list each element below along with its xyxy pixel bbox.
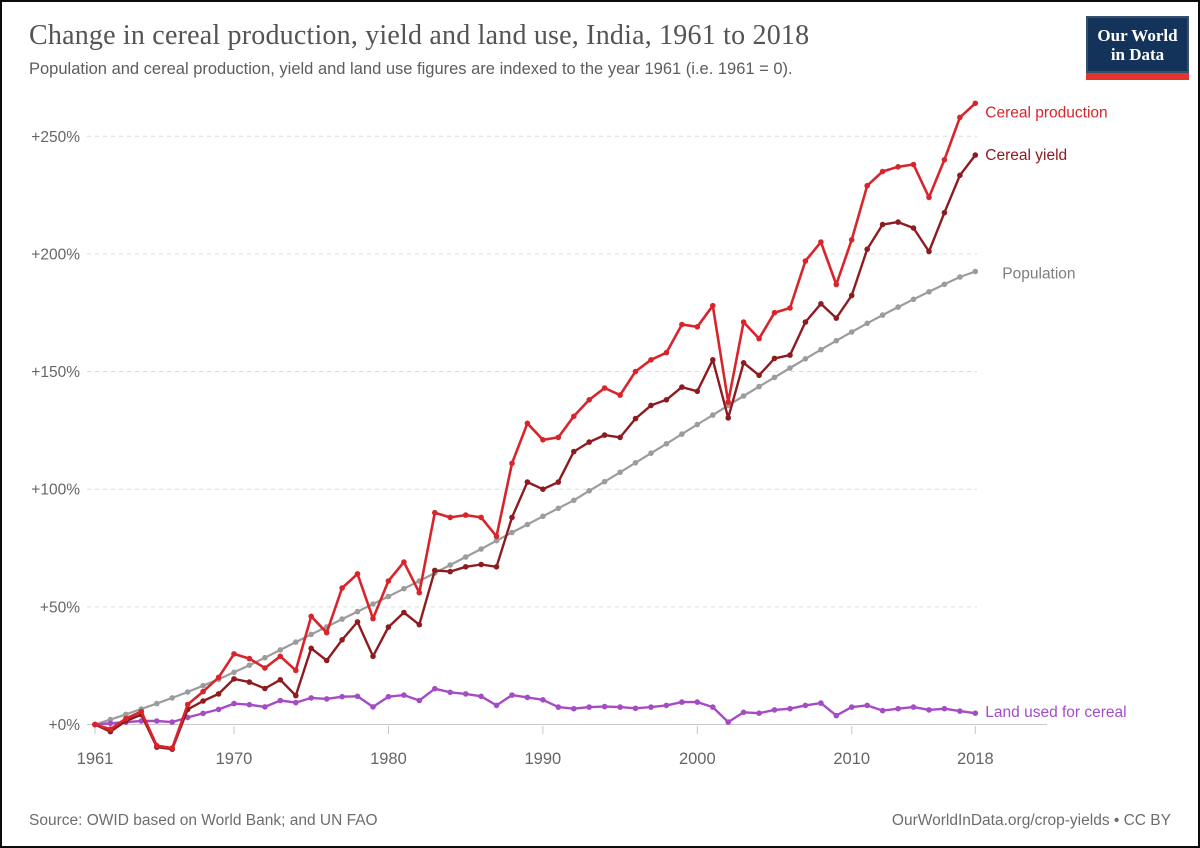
series-population-label[interactable]: Population bbox=[1002, 266, 1075, 283]
y-axis-label-150: +150% bbox=[31, 364, 80, 381]
owid-logo-box: Our World in Data bbox=[1086, 16, 1189, 73]
x-axis-label-1961: 1961 bbox=[77, 750, 114, 768]
series-cereal-production-points[interactable] bbox=[92, 100, 979, 751]
owid-logo-line1: Our World bbox=[1097, 25, 1178, 45]
y-axis-label-0: +0% bbox=[49, 717, 81, 734]
owid-url-link[interactable]: OurWorldInData.org/crop-yields bbox=[891, 812, 1110, 829]
owid-logo-line2: in Data bbox=[1110, 44, 1165, 64]
y-axis-label-50: +50% bbox=[40, 599, 80, 616]
series-cereal-production-label[interactable]: Cereal production bbox=[985, 104, 1107, 121]
page-subtitle: Population and cereal production, yield … bbox=[29, 60, 793, 78]
x-axis-label-2000: 2000 bbox=[679, 750, 716, 768]
series-land-used-for-cereal-line[interactable] bbox=[93, 687, 977, 726]
y-axis-label-250: +250% bbox=[31, 129, 80, 146]
footer: Source: OWID based on World Bank; and UN… bbox=[2, 806, 1198, 836]
series-land-used-for-cereal-points[interactable] bbox=[92, 685, 979, 728]
x-axis-label-1970: 1970 bbox=[216, 750, 253, 768]
license-note: • CC BY bbox=[1109, 812, 1171, 829]
series-population-line[interactable] bbox=[93, 270, 977, 726]
series-land-used-for-cereal-label[interactable]: Land used for cereal bbox=[985, 704, 1126, 721]
footer-right: OurWorldInData.org/crop-yields • CC BY bbox=[892, 812, 1171, 830]
owid-logo[interactable]: Our World in Data bbox=[1086, 16, 1189, 80]
page-title: Change in cereal production, yield and l… bbox=[29, 20, 810, 51]
y-axis-label-200: +200% bbox=[31, 246, 80, 263]
series-cereal-production-line[interactable] bbox=[93, 102, 977, 750]
x-axis-label-1980: 1980 bbox=[370, 750, 407, 768]
owid-logo-stripe bbox=[1086, 73, 1189, 80]
y-axis-label-100: +100% bbox=[31, 482, 80, 499]
x-axis-label-2010: 2010 bbox=[833, 750, 870, 768]
x-axis-label-2018: 2018 bbox=[957, 750, 994, 768]
series-cereal-yield-label[interactable]: Cereal yield bbox=[985, 147, 1067, 164]
series-population-points[interactable] bbox=[92, 268, 979, 728]
x-axis-label-1990: 1990 bbox=[525, 750, 562, 768]
source-note: Source: OWID based on World Bank; and UN… bbox=[29, 812, 378, 829]
series-cereal-yield-line[interactable] bbox=[93, 153, 977, 751]
series-cereal-yield-points[interactable] bbox=[92, 152, 979, 752]
